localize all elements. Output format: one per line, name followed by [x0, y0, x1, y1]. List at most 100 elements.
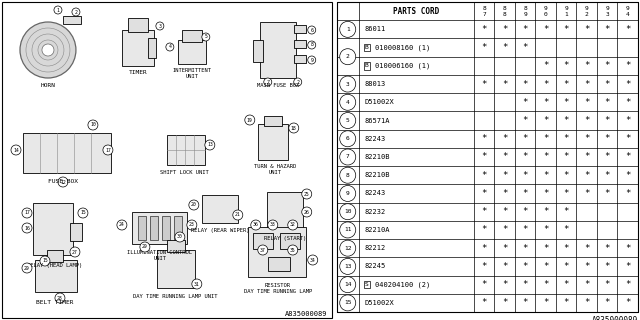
- Bar: [280, 233, 300, 249]
- Circle shape: [20, 22, 76, 78]
- Text: 88013: 88013: [365, 81, 386, 87]
- Text: 16: 16: [24, 226, 30, 230]
- Text: *: *: [605, 262, 610, 271]
- Text: *: *: [625, 134, 630, 143]
- Bar: [33, 203, 73, 255]
- Text: 35: 35: [290, 247, 296, 252]
- Text: BELT TIMER: BELT TIMER: [36, 300, 74, 305]
- Text: *: *: [625, 298, 630, 308]
- Circle shape: [202, 33, 210, 41]
- Circle shape: [289, 123, 299, 133]
- Bar: [248, 227, 306, 277]
- Circle shape: [54, 6, 62, 14]
- Text: *: *: [605, 298, 610, 308]
- Circle shape: [340, 277, 356, 293]
- Text: 11: 11: [344, 228, 351, 232]
- Text: 82210B: 82210B: [365, 172, 390, 178]
- Text: *: *: [481, 134, 487, 143]
- Text: A835000089: A835000089: [592, 316, 638, 320]
- Text: D51002X: D51002X: [365, 99, 394, 105]
- Text: *: *: [522, 153, 528, 162]
- Text: *: *: [502, 244, 508, 253]
- Text: *: *: [502, 80, 508, 89]
- Text: *: *: [584, 80, 589, 89]
- Text: *: *: [563, 280, 569, 289]
- Text: 10: 10: [90, 123, 96, 127]
- Text: *: *: [563, 244, 569, 253]
- Text: *: *: [522, 189, 528, 198]
- Circle shape: [22, 223, 32, 233]
- Circle shape: [340, 131, 356, 147]
- Text: 27: 27: [72, 250, 78, 254]
- Text: B: B: [365, 63, 369, 68]
- Text: *: *: [543, 207, 548, 216]
- Text: SHIFT LOCK UNIT: SHIFT LOCK UNIT: [161, 170, 209, 175]
- Text: 040204100 (2): 040204100 (2): [375, 281, 430, 288]
- Bar: [35, 260, 77, 292]
- Circle shape: [340, 167, 356, 183]
- Text: *: *: [481, 207, 487, 216]
- Text: 9
3: 9 3: [605, 6, 609, 17]
- Text: 19: 19: [247, 117, 253, 123]
- Circle shape: [340, 94, 356, 110]
- Circle shape: [340, 113, 356, 129]
- Text: RELAY (REAR WIPER): RELAY (REAR WIPER): [191, 228, 249, 233]
- Circle shape: [340, 21, 356, 37]
- Circle shape: [340, 149, 356, 165]
- Bar: [264, 116, 282, 126]
- Text: 9
4: 9 4: [626, 6, 630, 17]
- Text: 82243: 82243: [365, 190, 386, 196]
- Text: D51002X: D51002X: [365, 300, 394, 306]
- Circle shape: [140, 242, 150, 252]
- Text: RELAY (HEAD LAMP): RELAY (HEAD LAMP): [28, 263, 83, 268]
- Text: 82212: 82212: [365, 245, 386, 251]
- Text: *: *: [522, 25, 528, 34]
- Text: *: *: [625, 25, 630, 34]
- Circle shape: [233, 210, 243, 220]
- Text: *: *: [584, 61, 589, 70]
- Text: 12: 12: [60, 180, 66, 185]
- Circle shape: [78, 208, 88, 218]
- Circle shape: [251, 220, 260, 230]
- Circle shape: [103, 145, 113, 155]
- Text: 5: 5: [204, 35, 207, 39]
- Bar: [128, 18, 148, 32]
- Text: *: *: [605, 116, 610, 125]
- Text: *: *: [481, 280, 487, 289]
- Circle shape: [72, 8, 80, 16]
- Circle shape: [22, 263, 32, 273]
- Circle shape: [340, 186, 356, 202]
- Text: *: *: [605, 80, 610, 89]
- Text: *: *: [605, 171, 610, 180]
- Text: 13: 13: [207, 142, 212, 148]
- Bar: [294, 25, 306, 33]
- Text: *: *: [522, 116, 528, 125]
- Bar: [157, 250, 195, 288]
- Text: *: *: [522, 134, 528, 143]
- Text: 28: 28: [57, 295, 63, 300]
- Text: ILLUMINATION CONTROL
UNIT: ILLUMINATION CONTROL UNIT: [127, 250, 193, 261]
- Text: 9
2: 9 2: [585, 6, 589, 17]
- Text: A835000089: A835000089: [285, 311, 328, 317]
- Text: *: *: [563, 134, 569, 143]
- Text: 9
0: 9 0: [544, 6, 548, 17]
- Text: 29: 29: [24, 266, 30, 270]
- Text: FUSE BOX: FUSE BOX: [48, 179, 78, 184]
- Bar: [178, 40, 206, 64]
- Circle shape: [288, 245, 298, 255]
- Text: 24: 24: [119, 222, 125, 228]
- Text: *: *: [522, 262, 528, 271]
- Text: 9: 9: [310, 58, 313, 62]
- Text: 21: 21: [235, 212, 241, 218]
- Text: 10: 10: [344, 209, 351, 214]
- Text: 7: 7: [266, 79, 269, 84]
- Text: 37: 37: [260, 247, 266, 252]
- Text: *: *: [522, 280, 528, 289]
- Circle shape: [244, 115, 255, 125]
- Text: *: *: [522, 171, 528, 180]
- Text: 8: 8: [346, 173, 349, 178]
- Text: 3: 3: [159, 23, 161, 28]
- Text: 6: 6: [346, 136, 349, 141]
- Text: *: *: [625, 262, 630, 271]
- Circle shape: [294, 78, 301, 86]
